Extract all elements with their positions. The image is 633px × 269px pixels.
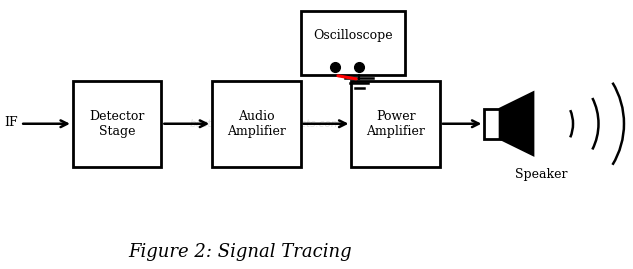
Bar [484,109,500,139]
Text: Power
Amplifier: Power Amplifier [366,110,425,138]
Text: Figure 2: Signal Tracing: Figure 2: Signal Tracing [128,243,353,261]
Text: Detector
Stage: Detector Stage [89,110,145,138]
Text: Audio
Amplifier: Audio Amplifier [227,110,286,138]
Bar [301,11,405,75]
Polygon shape [500,93,533,155]
Bar [212,81,301,167]
Text: bestengineeringprojects.com: bestengineeringprojects.com [190,119,342,129]
Bar [73,81,161,167]
Text: Speaker: Speaker [515,168,567,181]
Text: Oscilloscope: Oscilloscope [313,29,392,42]
Text: IF: IF [4,116,18,129]
Bar [351,81,440,167]
